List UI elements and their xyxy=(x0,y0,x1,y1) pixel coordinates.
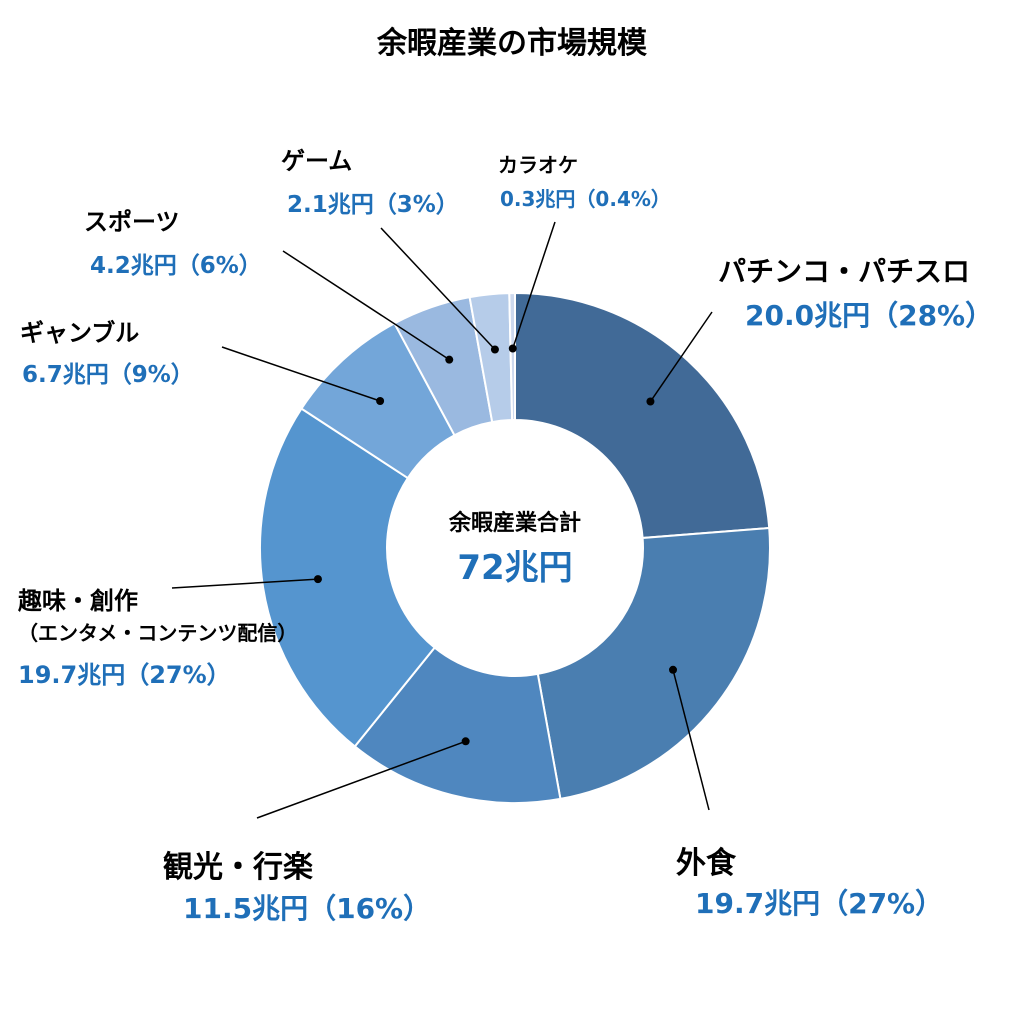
leader-line-tourism xyxy=(256,740,466,819)
chart-title: 余暇産業の市場規模 xyxy=(377,26,647,61)
leader-dot-sports xyxy=(445,355,454,364)
leader-line-gambling xyxy=(221,346,381,402)
leader-dot-karaoke xyxy=(508,344,517,353)
leader-line-dining xyxy=(672,669,710,811)
slice-value-hobby: 19.7兆円（27%） xyxy=(18,661,231,689)
leader-dot-tourism xyxy=(461,737,470,746)
leader-line-karaoke xyxy=(512,221,556,349)
leader-dot-dining xyxy=(669,665,678,674)
donut-slice-karaoke xyxy=(508,291,516,422)
leader-line-games xyxy=(380,227,496,351)
leader-dot-gambling xyxy=(376,397,385,406)
donut-slice-pachinko xyxy=(514,291,771,540)
slice-value-karaoke: 0.3兆円（0.4%） xyxy=(500,187,671,211)
slice-value-gambling: 6.7兆円（9%） xyxy=(22,362,194,388)
slice-label-hobby-line2: （エンタメ・コンテンツ配信） xyxy=(18,621,298,645)
slice-label-dining: 外食 xyxy=(676,846,736,881)
slice-value-dining: 19.7兆円（27%） xyxy=(695,887,944,920)
slice-label-hobby-line1: 趣味・創作 xyxy=(18,587,138,615)
center-total-value: 72兆円 xyxy=(457,548,573,588)
slice-label-karaoke: カラオケ xyxy=(498,153,578,177)
donut-slice-tourism xyxy=(353,646,562,804)
leader-line-pachinko xyxy=(649,311,713,402)
leader-dot-hobby xyxy=(313,575,322,584)
leader-line-sports xyxy=(282,250,450,361)
slice-value-tourism: 11.5兆円（16%） xyxy=(183,892,432,925)
slice-value-sports: 4.2兆円（6%） xyxy=(90,253,262,279)
slice-value-games: 2.1兆円（3%） xyxy=(287,192,459,218)
donut-slice-dining xyxy=(536,526,771,801)
leader-line-hobby xyxy=(171,578,318,589)
slice-label-tourism: 観光・行楽 xyxy=(163,850,313,885)
leader-dot-games xyxy=(490,345,499,354)
leader-dot-pachinko xyxy=(646,397,655,406)
slice-label-sports: スポーツ xyxy=(84,208,180,236)
center-total-label: 余暇産業合計 xyxy=(448,511,581,536)
slice-label-pachinko: パチンコ・パチスロ xyxy=(718,255,971,288)
slice-label-gambling: ギャンブル xyxy=(20,319,140,347)
slice-label-games: ゲーム xyxy=(281,147,353,175)
donut-slice-hobby xyxy=(259,407,437,748)
slice-value-pachinko: 20.0兆円（28%） xyxy=(745,299,994,332)
